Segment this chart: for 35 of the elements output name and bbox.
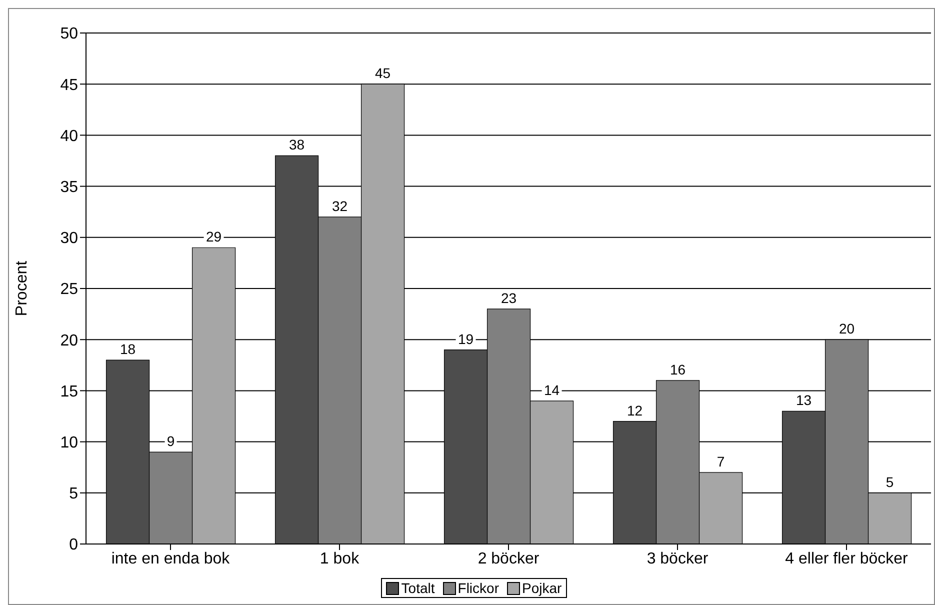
y-tick-label: 5 (69, 486, 78, 503)
legend-label: Pojkar (522, 580, 562, 596)
data-label: 45 (374, 65, 391, 82)
x-tick-label: inte en enda bok (111, 550, 231, 568)
data-label: 5 (886, 474, 894, 490)
data-label: 20 (838, 320, 855, 337)
y-tick-label: 25 (60, 281, 78, 298)
y-tick-label: 0 (69, 536, 78, 554)
x-tick-label: 1 bok (320, 550, 360, 568)
data-label: 23 (500, 290, 517, 306)
y-tick-label: 45 (60, 76, 78, 94)
y-axis-title: Procent (14, 260, 31, 316)
data-label: 29 (206, 228, 222, 245)
x-tick-label: 4 eller fler böcker (785, 550, 909, 568)
x-tick-label: 3 böcker (646, 550, 709, 568)
legend-label: Flickor (458, 580, 499, 596)
y-tick-label: 50 (60, 26, 78, 43)
y-tick-label: 30 (60, 230, 78, 248)
y-tick-label: 20 (60, 332, 78, 350)
data-label: 14 (544, 382, 560, 398)
y-tick-label: 35 (60, 178, 78, 196)
data-label: 18 (120, 341, 136, 358)
y-tick-label: 10 (60, 434, 78, 452)
data-label: 16 (670, 361, 686, 378)
data-label: 19 (458, 330, 474, 347)
y-tick-label: 40 (60, 128, 78, 145)
x-tick-label: 2 böcker (478, 550, 540, 568)
data-label: 13 (796, 392, 812, 408)
data-label: 9 (166, 433, 175, 450)
legend-label: Totalt (401, 580, 435, 596)
y-tick-label: 15 (60, 383, 78, 400)
data-label: 38 (288, 136, 305, 153)
data-label: 12 (626, 402, 643, 418)
data-label: 7 (716, 453, 725, 470)
data-label: 32 (332, 198, 348, 214)
